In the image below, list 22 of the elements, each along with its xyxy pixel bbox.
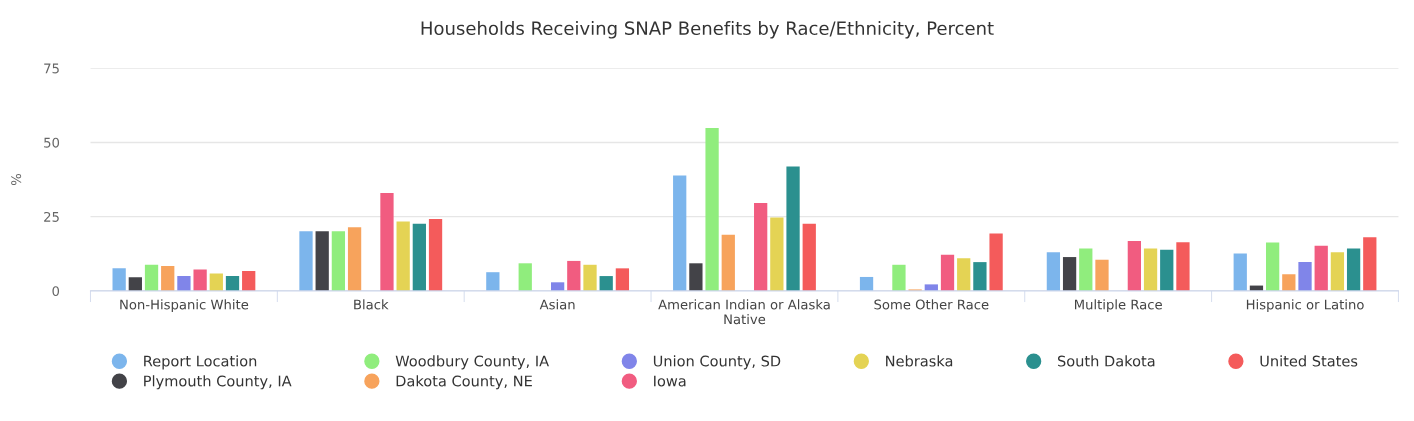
x-tick-label: Asian (539, 299, 575, 310)
y-tick-label: 0 (52, 286, 60, 297)
legend-label: South Dakota (1057, 355, 1155, 367)
legend-label: United States (1260, 355, 1358, 367)
y-tick-label: 75 (44, 63, 59, 74)
y-axis-title: % (11, 174, 22, 186)
x-tick-label: Some Other Race (874, 299, 989, 310)
legend-label: Plymouth County, IA (144, 375, 292, 390)
x-tick-label: Black (354, 299, 389, 310)
chart-title: Households Receiving SNAP Benefits by Race/Ethnicity, Percent (421, 21, 994, 39)
legend-label: Report Location (144, 355, 257, 370)
legend-label: Union County, SD (653, 355, 781, 370)
legend-label: Dakota County, NE (396, 375, 532, 390)
x-tick-label: Hispanic or Latino (1246, 299, 1364, 313)
x-tick-label: American Indian or Alaska Native (658, 299, 830, 325)
legend-label: Iowa (654, 375, 686, 387)
legend-label: Woodbury County, IA (395, 355, 549, 370)
legend-label: Nebraska (886, 355, 953, 367)
x-tick-label: Non-Hispanic White (120, 299, 249, 313)
x-tick-label: Multiple Race (1075, 299, 1162, 313)
y-tick-label: 25 (44, 211, 59, 222)
y-tick-label: 50 (44, 137, 60, 148)
